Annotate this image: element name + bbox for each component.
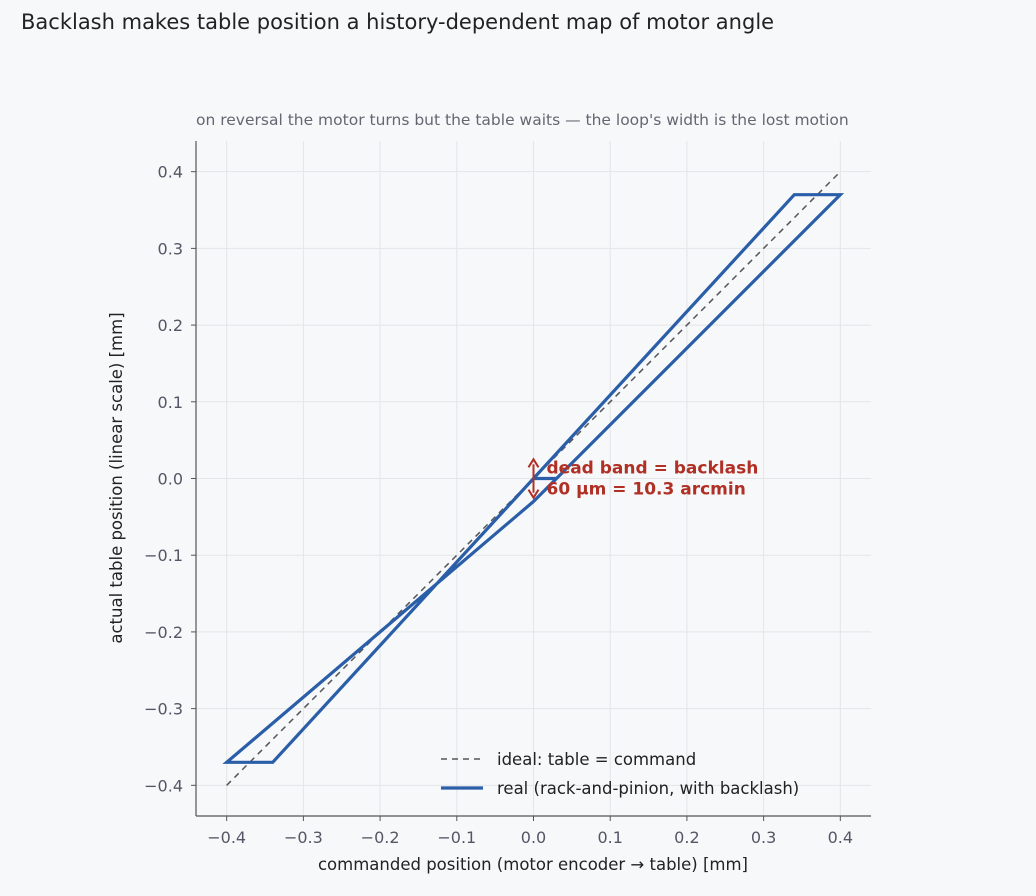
legend-label-ideal: ideal: table = command [497, 750, 696, 769]
x-axis-label: commanded position (motor encoder → tabl… [318, 855, 748, 874]
tick-labels: −0.4 −0.3 −0.2 −0.1 0.0 0.1 0.2 0.3 0.4 −0.4 −0.3 −… [144, 163, 853, 847]
x-tick-label-2: −0.2 [361, 828, 400, 847]
x-tick-label-7: 0.3 [751, 828, 776, 847]
x-tick-label-1: −0.3 [284, 828, 323, 847]
chart-subtitle: on reversal the motor turns but the tabl… [196, 111, 849, 129]
x-tick-label-8: 0.4 [828, 828, 853, 847]
x-tick-label-3: −0.1 [437, 828, 476, 847]
x-tick-label-0: −0.4 [207, 828, 246, 847]
y-tick-label-6: 0.2 [158, 316, 183, 335]
y-tick-label-3: −0.1 [144, 546, 183, 565]
y-tick-label-0: −0.4 [144, 776, 183, 795]
y-tick-label-8: 0.4 [158, 163, 183, 182]
legend-label-real: real (rack-and-pinion, with backlash) [497, 779, 799, 798]
legend: ideal: table = command real (rack-and-pin… [441, 750, 799, 798]
y-tick-label-5: 0.1 [158, 393, 183, 412]
y-tick-label-4: 0.0 [158, 470, 183, 489]
annotation-line-1: dead band = backlash [547, 459, 759, 479]
y-tick-label-7: 0.3 [158, 239, 183, 258]
axes [191, 141, 871, 821]
y-tick-label-1: −0.3 [144, 700, 183, 719]
x-tick-label-6: 0.2 [674, 828, 699, 847]
x-tick-label-5: 0.1 [597, 828, 622, 847]
dead-band-arrow-head-up [527, 457, 540, 468]
annotation-line-2: 60 µm = 10.3 arcmin [547, 480, 746, 500]
dead-band-arrow-head-down [527, 489, 540, 500]
y-axis-label: actual table position (linear scale) [mm… [107, 312, 126, 643]
figure-title: Backlash makes table position a history-… [21, 10, 775, 34]
y-tick-label-2: −0.2 [144, 623, 183, 642]
x-tick-label-4: 0.0 [521, 828, 546, 847]
